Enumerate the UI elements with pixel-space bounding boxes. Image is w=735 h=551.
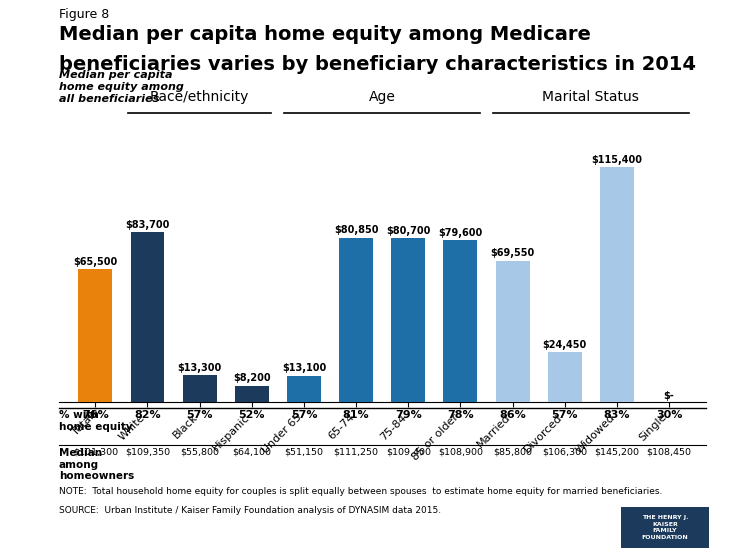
Text: $108,900: $108,900 xyxy=(438,448,483,457)
Text: Marital Status: Marital Status xyxy=(542,90,639,104)
Bar xyxy=(339,237,373,402)
Text: 81%: 81% xyxy=(343,410,370,420)
Text: $69,550: $69,550 xyxy=(490,249,535,258)
Text: 79%: 79% xyxy=(395,410,422,420)
Bar xyxy=(443,240,478,402)
Bar xyxy=(548,353,581,402)
Bar xyxy=(600,168,634,402)
Text: $80,700: $80,700 xyxy=(386,225,431,236)
Text: $83,700: $83,700 xyxy=(125,219,170,230)
Text: SOURCE:  Urban Institute / Kaiser Family Foundation analysis of DYNASIM data 201: SOURCE: Urban Institute / Kaiser Family … xyxy=(59,506,441,515)
Text: beneficiaries varies by beneficiary characteristics in 2014: beneficiaries varies by beneficiary char… xyxy=(59,55,696,74)
Text: $79,600: $79,600 xyxy=(438,228,483,238)
Text: $8,200: $8,200 xyxy=(233,373,270,383)
Text: $51,150: $51,150 xyxy=(284,448,323,457)
Text: Median per capita home equity among Medicare: Median per capita home equity among Medi… xyxy=(59,25,591,44)
Text: $109,400: $109,400 xyxy=(386,448,431,457)
Text: NOTE:  Total household home equity for couples is split equally between spouses : NOTE: Total household home equity for co… xyxy=(59,487,662,495)
Text: $145,200: $145,200 xyxy=(595,448,639,457)
Text: $85,800: $85,800 xyxy=(493,448,532,457)
Text: $13,300: $13,300 xyxy=(178,363,222,372)
Text: $80,850: $80,850 xyxy=(334,225,379,235)
Bar xyxy=(79,269,112,402)
Text: 57%: 57% xyxy=(291,410,318,420)
Bar xyxy=(495,261,529,402)
Text: 78%: 78% xyxy=(447,410,474,420)
Text: $108,450: $108,450 xyxy=(647,448,692,457)
Text: Race/ethnicity: Race/ethnicity xyxy=(150,90,249,104)
Text: $64,100: $64,100 xyxy=(232,448,271,457)
Text: $109,350: $109,350 xyxy=(125,448,170,457)
Text: $115,400: $115,400 xyxy=(592,155,642,165)
Text: 57%: 57% xyxy=(187,410,213,420)
Bar xyxy=(183,375,217,402)
Text: $-: $- xyxy=(664,391,675,401)
Bar xyxy=(131,232,165,402)
Text: $55,800: $55,800 xyxy=(180,448,219,457)
Text: $106,300: $106,300 xyxy=(542,448,587,457)
Text: $13,100: $13,100 xyxy=(282,363,326,373)
Text: 76%: 76% xyxy=(82,410,109,420)
Bar xyxy=(287,376,321,402)
Text: % with
home equity: % with home equity xyxy=(59,410,132,432)
Text: 57%: 57% xyxy=(551,410,578,420)
Text: Median per capita
home equity among
all beneficiaries: Median per capita home equity among all … xyxy=(59,71,184,104)
Text: $101,300: $101,300 xyxy=(73,448,118,457)
Text: $65,500: $65,500 xyxy=(74,257,118,267)
Bar xyxy=(391,238,426,402)
Text: THE HENRY J.
KAISER
FAMILY
FOUNDATION: THE HENRY J. KAISER FAMILY FOUNDATION xyxy=(642,515,689,540)
Text: $24,450: $24,450 xyxy=(542,340,587,350)
Text: Figure 8: Figure 8 xyxy=(59,8,109,21)
Bar xyxy=(235,386,269,402)
Text: $111,250: $111,250 xyxy=(334,448,379,457)
Text: 82%: 82% xyxy=(135,410,161,420)
Text: 83%: 83% xyxy=(603,410,630,420)
Text: 30%: 30% xyxy=(656,410,682,420)
Text: Age: Age xyxy=(369,90,395,104)
Text: 52%: 52% xyxy=(239,410,265,420)
Text: 86%: 86% xyxy=(499,410,526,420)
Text: Median
among
homeowners: Median among homeowners xyxy=(59,448,134,481)
